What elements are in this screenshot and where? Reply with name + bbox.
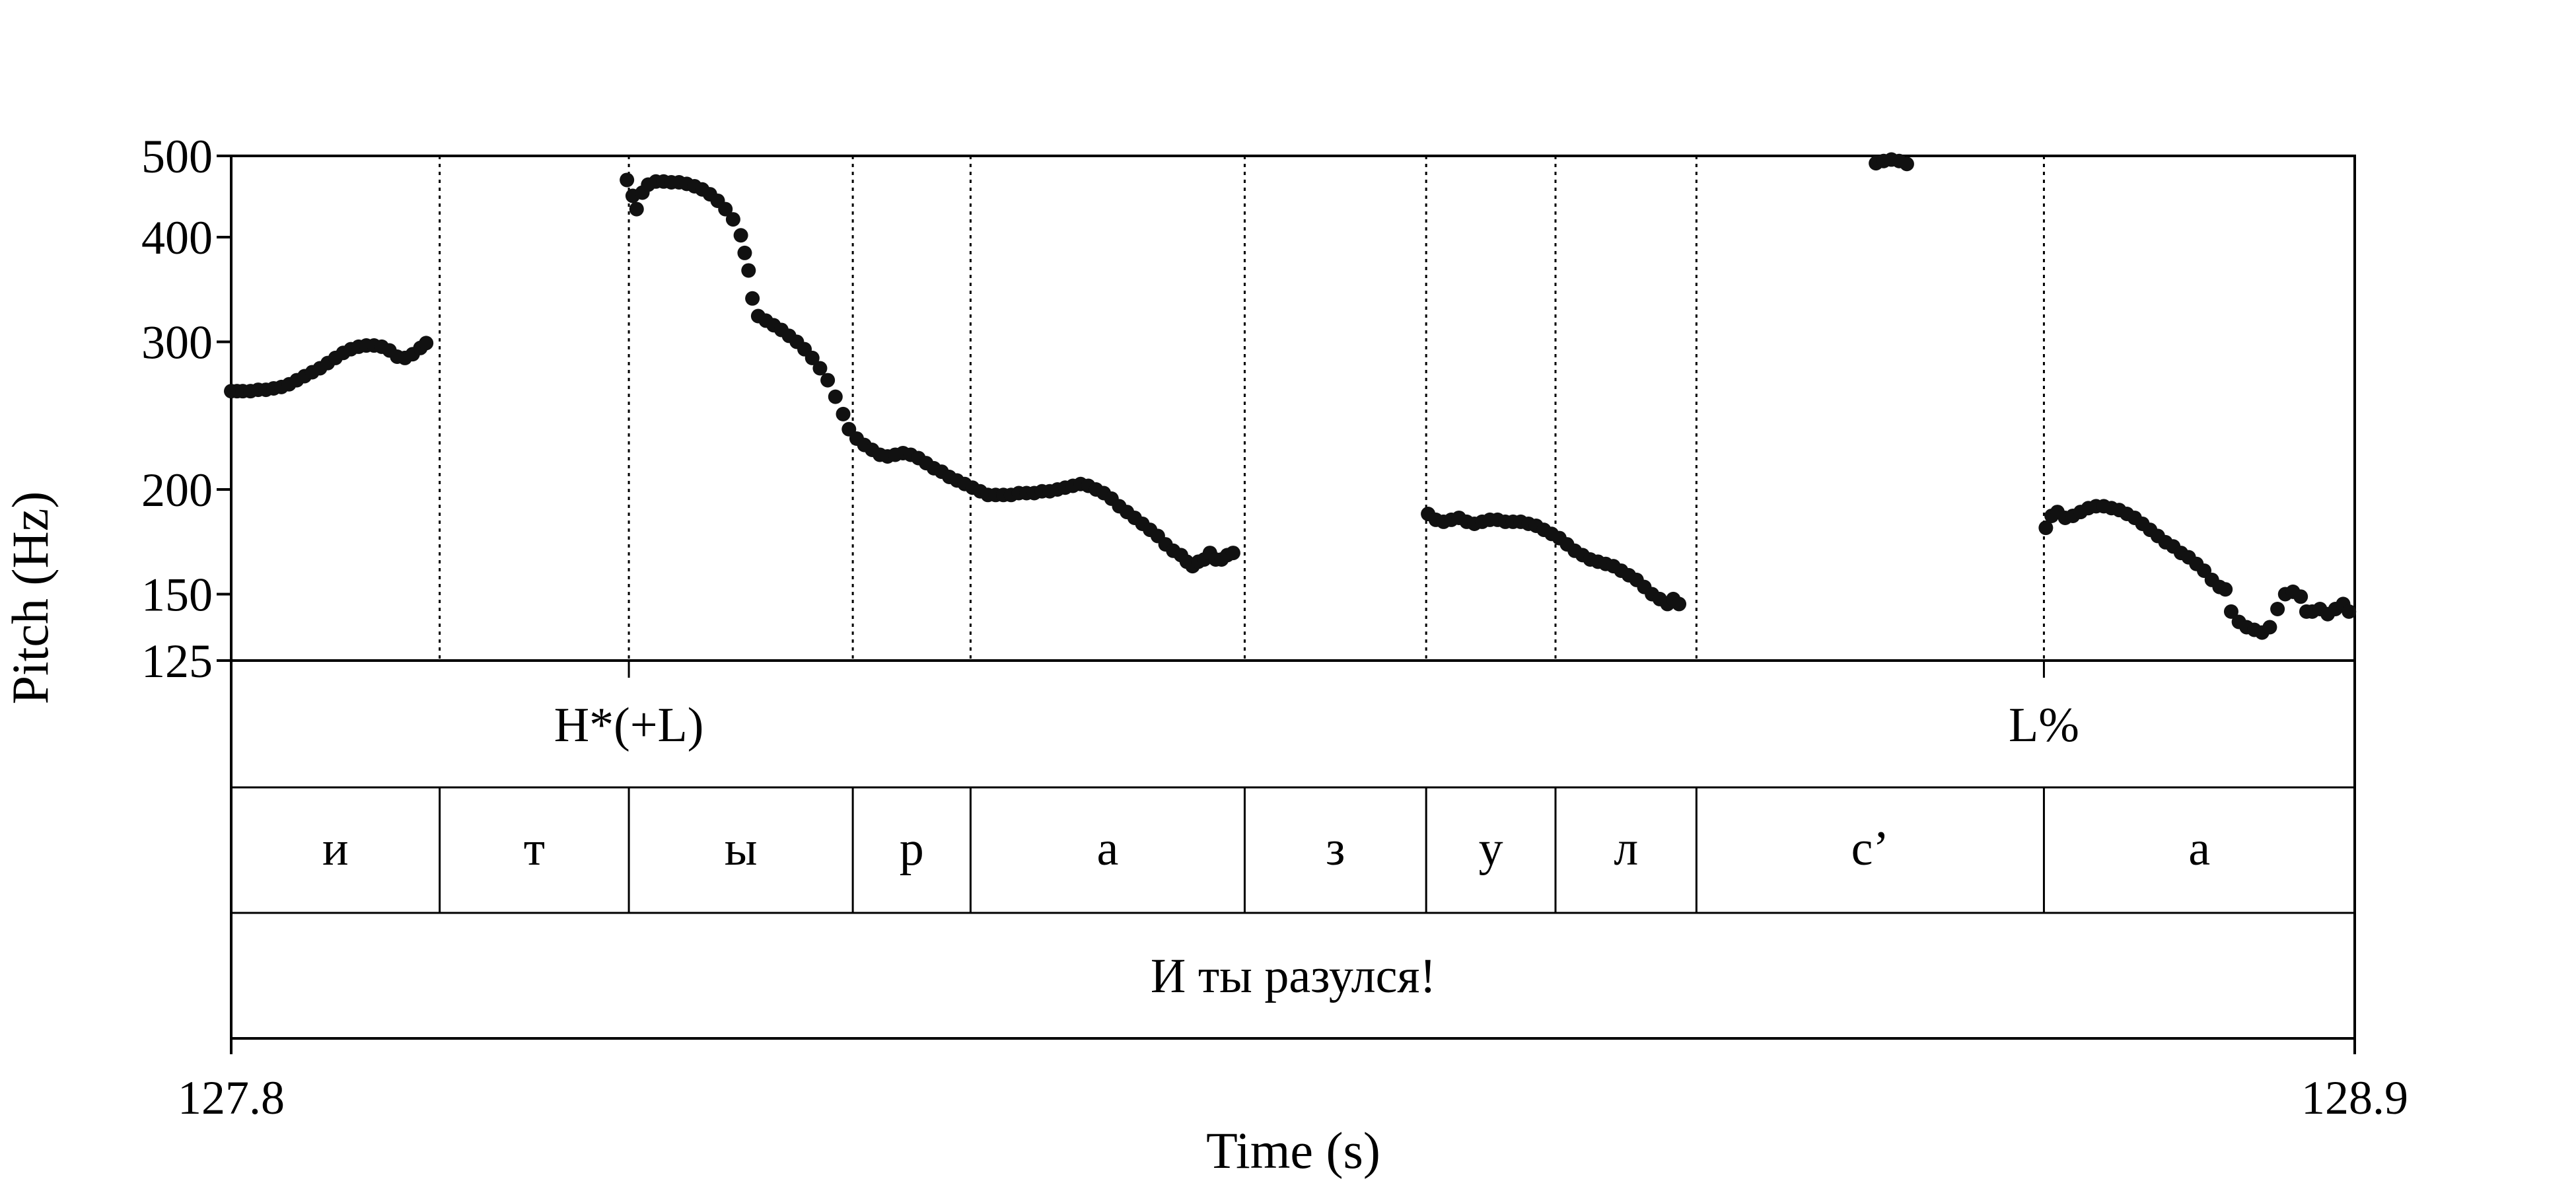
- segment-label: р: [900, 822, 924, 876]
- pitch-point: [828, 389, 843, 404]
- annotation-tiers: H*(+L) L% и т ы р а з у л с’ а: [230, 659, 2356, 1040]
- pitch-point: [725, 212, 740, 227]
- pitch-point: [836, 406, 851, 421]
- pitch-point: [812, 361, 828, 376]
- segment-label: ы: [725, 822, 758, 876]
- pitch-point: [620, 172, 635, 188]
- segment-label: у: [1479, 822, 1503, 876]
- pitch-point: [1672, 596, 1687, 612]
- segment-label: з: [1326, 822, 1345, 876]
- pitch-point: [2218, 582, 2233, 597]
- segment-label: т: [524, 822, 545, 876]
- pitch-point: [419, 336, 434, 351]
- pitch-plot-layer: [230, 155, 2356, 662]
- pitch-point: [2223, 604, 2238, 619]
- tone-label: L%: [2009, 698, 2079, 752]
- y-tick-label: 300: [141, 316, 213, 369]
- boundary-lines: [439, 156, 2045, 913]
- x-axis-label: Time (s): [1206, 1122, 1380, 1179]
- pitch-points: [224, 152, 2357, 640]
- y-tick-label: 200: [141, 464, 213, 517]
- tier-frame: [230, 659, 2356, 1040]
- x-tick-label: 127.8: [178, 1071, 285, 1124]
- y-tick-label: 150: [141, 569, 213, 622]
- segment-label: с’: [1851, 822, 1890, 876]
- y-tick-label: 500: [141, 130, 213, 183]
- segment-label: а: [2188, 822, 2210, 876]
- segment-label: л: [1614, 822, 1638, 876]
- segment-label: и: [322, 822, 349, 876]
- pitch-point: [805, 350, 820, 365]
- pitch-point: [629, 201, 644, 217]
- sentence-label: И ты разулся!: [1151, 949, 1436, 1003]
- x-tick-label: 128.9: [2301, 1071, 2408, 1124]
- pitch-point: [733, 228, 748, 243]
- pitch-point: [2262, 620, 2277, 635]
- tone-label: H*(+L): [554, 698, 704, 752]
- y-tick-label: 125: [141, 635, 213, 688]
- y-axis-label: Pitch (Hz): [1, 491, 59, 705]
- pitch-point: [2293, 589, 2308, 604]
- y-tick-label: 400: [141, 211, 213, 264]
- pitch-point: [718, 201, 733, 217]
- pitch-point: [820, 373, 836, 388]
- pitch-plot-frame: [230, 155, 2356, 662]
- pitch-point: [1899, 157, 1914, 172]
- pitch-point: [737, 245, 752, 260]
- pitch-point: [745, 291, 760, 306]
- axes: 125 150 200 300 400 500 127.8 128.9: [141, 130, 2408, 1124]
- pitch-point: [741, 263, 756, 278]
- pitch-point: [2342, 604, 2357, 619]
- pitch-point: [1225, 546, 1240, 561]
- segment-label: а: [1096, 822, 1118, 876]
- pitch-point: [2270, 602, 2285, 617]
- pitch-point: [2038, 521, 2054, 536]
